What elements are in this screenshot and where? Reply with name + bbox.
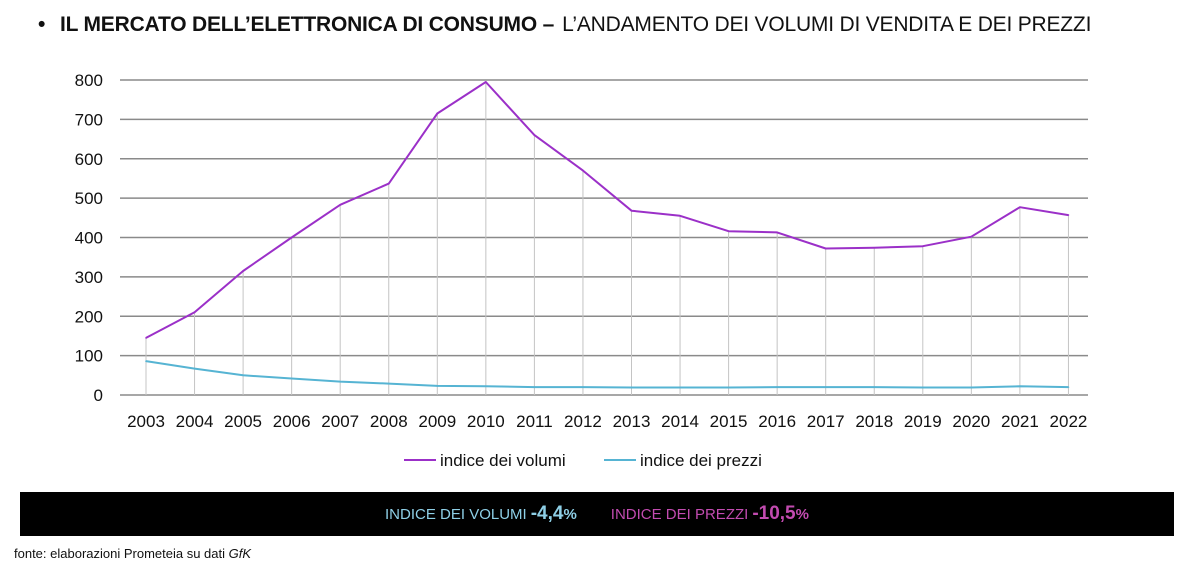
data-point: [630, 386, 633, 389]
data-point: [776, 386, 778, 388]
y-tick-label: 0: [94, 386, 103, 405]
data-point: [290, 236, 293, 239]
x-tick-label: 2017: [807, 412, 845, 431]
data-point: [485, 385, 487, 388]
data-point: [630, 209, 633, 212]
data-point: [193, 311, 196, 314]
data-point: [193, 367, 196, 370]
x-tick-label: 2005: [224, 412, 262, 431]
x-tick-label: 2008: [370, 412, 408, 431]
data-point: [1067, 214, 1070, 216]
data-point: [873, 386, 876, 388]
data-point: [339, 204, 342, 206]
chart-series: [145, 81, 1070, 389]
title-regular-part: L’ANDAMENTO DEI VOLUMI DI VENDITA E DEI …: [562, 13, 1092, 36]
chart-gridlines: [120, 79, 1088, 396]
data-point: [727, 386, 730, 389]
x-tick-label: 2010: [467, 412, 505, 431]
data-point: [145, 337, 147, 339]
y-tick-label: 400: [75, 229, 103, 248]
x-tick-label: 2022: [1050, 412, 1088, 431]
data-point: [582, 169, 584, 172]
data-point: [776, 231, 778, 234]
title-bold-part: IL MERCATO DELL’ELETTRONICA DI CONSUMO –: [60, 13, 555, 36]
y-tick-label: 500: [75, 189, 103, 208]
data-point: [970, 235, 973, 238]
title-bullet: •: [38, 13, 46, 36]
x-tick-label: 2021: [1001, 412, 1039, 431]
data-point: [145, 360, 147, 362]
data-point: [339, 380, 342, 383]
summary-prezzi-value: -10,5: [752, 503, 796, 524]
data-point: [242, 374, 244, 377]
y-tick-label: 300: [75, 268, 103, 287]
x-tick-label: 2012: [564, 412, 602, 431]
data-point: [436, 112, 439, 115]
x-tick-label: 2014: [661, 412, 699, 431]
x-tick-label: 2009: [418, 412, 456, 431]
summary-prezzi: INDICE DEI PREZZI -10,5%: [611, 503, 809, 525]
data-point: [1067, 386, 1070, 388]
x-tick-label: 2003: [127, 412, 165, 431]
data-point: [679, 215, 681, 217]
data-point: [824, 247, 827, 250]
summary-volumi-unit: %: [563, 506, 577, 523]
data-point: [727, 230, 730, 232]
data-point: [387, 382, 390, 385]
data-point: [922, 386, 924, 389]
data-point: [533, 386, 536, 388]
summary-prezzi-unit: %: [795, 506, 809, 523]
source-note: fonte: elaborazioni Prometeia su dati Gf…: [14, 546, 251, 561]
y-tick-label: 100: [75, 347, 103, 366]
series-line-volumi: [145, 81, 1069, 339]
data-point: [485, 81, 487, 83]
source-italic: GfK: [228, 546, 252, 561]
series-line-prezzi: [145, 360, 1069, 389]
y-tick-label: 200: [75, 307, 103, 326]
legend-label: indice dei volumi: [440, 451, 566, 470]
x-tick-label: 2004: [176, 412, 214, 431]
data-point: [582, 386, 584, 388]
data-point: [873, 246, 876, 249]
data-point: [970, 386, 973, 389]
page-title: • IL MERCATO DELL’ELETTRONICA DI CONSUMO …: [38, 10, 1091, 40]
x-tick-label: 2016: [758, 412, 796, 431]
data-point: [1019, 385, 1021, 388]
chart-vertical-droplines: [145, 81, 1069, 395]
x-axis-ticks: 2003 2004 2005 2006 2007 2008 2009 2010 2011 2012…: [127, 412, 1087, 431]
summary-banner: INDICE DEI VOLUMI -4,4% INDICE DEI PREZZ…: [20, 492, 1174, 536]
source-prefix: fonte: elaborazioni Prometeia su dati: [14, 546, 226, 561]
chart-legend: indice dei volumi indice dei prezzi: [404, 451, 762, 470]
legend-label: indice dei prezzi: [640, 451, 762, 470]
x-tick-label: 2006: [273, 412, 311, 431]
summary-volumi-label: INDICE DEI VOLUMI: [385, 506, 527, 523]
x-tick-label: 2020: [952, 412, 990, 431]
summary-volumi-value: -4,4: [530, 503, 564, 524]
x-tick-label: 2007: [321, 412, 359, 431]
data-point: [1019, 206, 1021, 208]
x-tick-label: 2018: [855, 412, 893, 431]
data-point: [290, 377, 293, 380]
x-tick-label: 2011: [516, 412, 553, 431]
y-tick-label: 800: [75, 71, 103, 90]
x-tick-label: 2015: [710, 412, 748, 431]
y-axis-ticks: 0 100 200 300 400 500 600 700 800: [75, 71, 103, 405]
data-point: [436, 385, 439, 387]
data-point: [824, 386, 827, 388]
data-point: [387, 182, 390, 185]
y-tick-label: 700: [75, 110, 103, 129]
summary-prezzi-label: INDICE DEI PREZZI: [610, 506, 749, 523]
y-tick-label: 600: [75, 150, 103, 169]
data-point: [533, 134, 536, 136]
x-tick-label: 2019: [904, 412, 942, 431]
x-tick-label: 2013: [613, 412, 651, 431]
data-point: [922, 245, 924, 247]
data-point: [679, 386, 681, 389]
data-point: [242, 270, 244, 272]
summary-volumi: INDICE DEI VOLUMI -4,4%: [385, 503, 577, 525]
